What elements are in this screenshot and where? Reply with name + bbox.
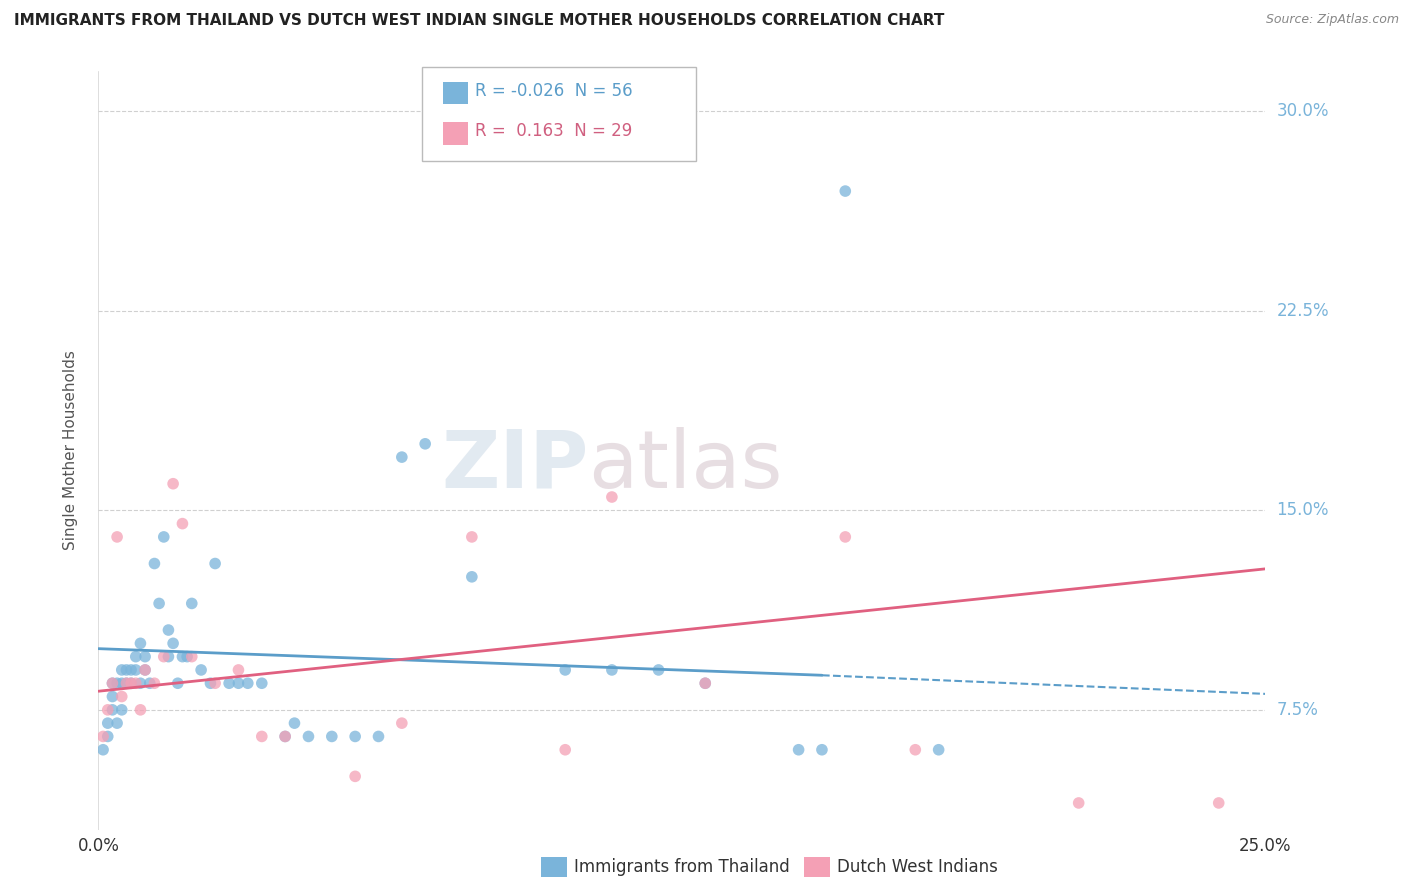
Point bbox=[129, 703, 152, 717]
Point bbox=[344, 730, 367, 744]
Point bbox=[250, 676, 273, 690]
Point bbox=[180, 649, 202, 664]
Point bbox=[367, 730, 389, 744]
Point bbox=[139, 676, 162, 690]
Point bbox=[834, 530, 856, 544]
Text: IMMIGRANTS FROM THAILAND VS DUTCH WEST INDIAN SINGLE MOTHER HOUSEHOLDS CORRELATI: IMMIGRANTS FROM THAILAND VS DUTCH WEST I… bbox=[14, 13, 945, 29]
Point bbox=[120, 663, 142, 677]
Point bbox=[97, 730, 120, 744]
Point bbox=[129, 676, 152, 690]
Point bbox=[204, 676, 226, 690]
Point bbox=[228, 663, 250, 677]
Point bbox=[143, 676, 166, 690]
Point bbox=[1208, 796, 1230, 810]
Text: Immigrants from Thailand: Immigrants from Thailand bbox=[574, 858, 789, 876]
Point bbox=[274, 730, 297, 744]
Text: 7.5%: 7.5% bbox=[1277, 701, 1319, 719]
Point bbox=[461, 570, 484, 584]
Point bbox=[101, 690, 124, 704]
Point bbox=[134, 649, 156, 664]
Point bbox=[600, 663, 623, 677]
Point bbox=[283, 716, 305, 731]
Text: R =  0.163  N = 29: R = 0.163 N = 29 bbox=[475, 122, 633, 140]
Point bbox=[134, 663, 156, 677]
Point bbox=[695, 676, 717, 690]
Point bbox=[787, 743, 810, 757]
Text: atlas: atlas bbox=[589, 426, 783, 505]
Point bbox=[111, 663, 134, 677]
Text: R = -0.026  N = 56: R = -0.026 N = 56 bbox=[475, 82, 633, 100]
Point bbox=[125, 676, 148, 690]
Point bbox=[152, 649, 174, 664]
Point bbox=[143, 557, 166, 571]
Point bbox=[811, 743, 834, 757]
Point bbox=[162, 636, 184, 650]
Point bbox=[172, 516, 194, 531]
Point bbox=[190, 663, 212, 677]
Point bbox=[172, 649, 194, 664]
Point bbox=[321, 730, 343, 744]
Point bbox=[554, 743, 576, 757]
Point bbox=[647, 663, 669, 677]
Point bbox=[101, 703, 124, 717]
Point bbox=[162, 476, 184, 491]
Y-axis label: Single Mother Households: Single Mother Households bbox=[63, 351, 77, 550]
Text: 22.5%: 22.5% bbox=[1277, 301, 1329, 320]
Point bbox=[695, 676, 717, 690]
Point bbox=[297, 730, 319, 744]
Point bbox=[111, 676, 134, 690]
Point bbox=[97, 703, 120, 717]
Point bbox=[1067, 796, 1090, 810]
Point bbox=[344, 769, 367, 783]
Text: ZIP: ZIP bbox=[441, 426, 589, 505]
Point bbox=[461, 530, 484, 544]
Point bbox=[120, 676, 142, 690]
Point bbox=[228, 676, 250, 690]
Point bbox=[391, 450, 413, 464]
Point bbox=[274, 730, 297, 744]
Point bbox=[204, 557, 226, 571]
Point bbox=[157, 649, 180, 664]
Point bbox=[129, 636, 152, 650]
Point bbox=[157, 623, 180, 637]
Point bbox=[148, 596, 170, 610]
Point bbox=[115, 676, 138, 690]
Point bbox=[180, 596, 202, 610]
Point bbox=[105, 716, 128, 731]
Point bbox=[218, 676, 240, 690]
Point bbox=[834, 184, 856, 198]
Point bbox=[134, 663, 156, 677]
Point bbox=[236, 676, 259, 690]
Point bbox=[91, 730, 114, 744]
Point bbox=[904, 743, 927, 757]
Point bbox=[125, 663, 148, 677]
Point bbox=[101, 676, 124, 690]
Point bbox=[250, 730, 273, 744]
Point bbox=[391, 716, 413, 731]
Point bbox=[200, 676, 222, 690]
Point bbox=[152, 530, 174, 544]
Point bbox=[105, 530, 128, 544]
Point bbox=[115, 676, 138, 690]
Text: 30.0%: 30.0% bbox=[1277, 103, 1329, 120]
Point bbox=[105, 676, 128, 690]
Text: Source: ZipAtlas.com: Source: ZipAtlas.com bbox=[1265, 13, 1399, 27]
Point bbox=[111, 703, 134, 717]
Point bbox=[928, 743, 950, 757]
Point bbox=[120, 676, 142, 690]
Point bbox=[115, 663, 138, 677]
Point bbox=[101, 676, 124, 690]
Point bbox=[97, 716, 120, 731]
Point bbox=[600, 490, 623, 504]
Point bbox=[111, 690, 134, 704]
Point bbox=[91, 743, 114, 757]
Point bbox=[176, 649, 198, 664]
Text: Dutch West Indians: Dutch West Indians bbox=[837, 858, 997, 876]
Point bbox=[166, 676, 188, 690]
Point bbox=[125, 649, 148, 664]
Text: 15.0%: 15.0% bbox=[1277, 501, 1329, 519]
Point bbox=[413, 437, 436, 451]
Point bbox=[554, 663, 576, 677]
